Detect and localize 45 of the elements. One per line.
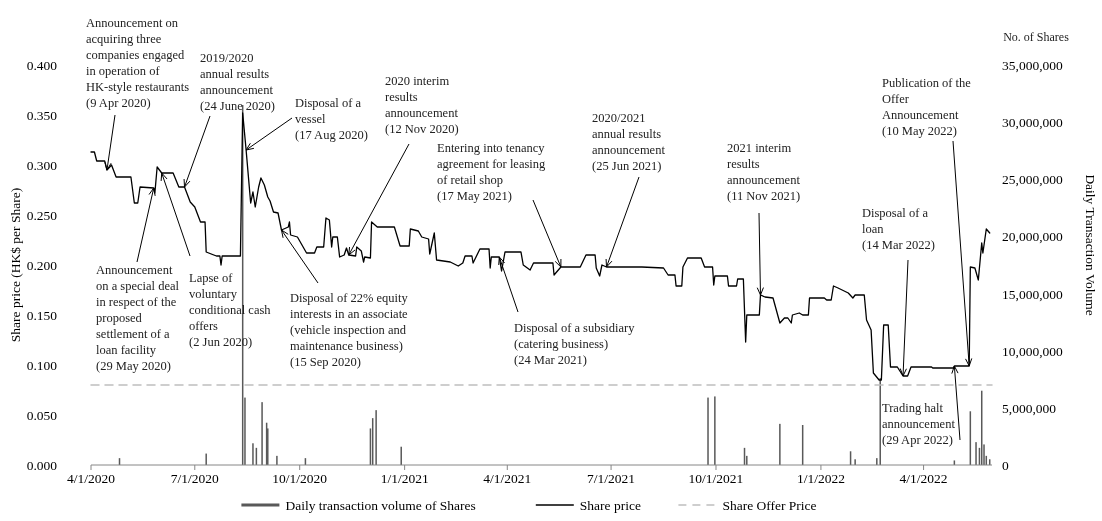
annotation: Announcement on acquiring three companies engaged in operation of HK-style restaurants (9 Apr 2020) xyxy=(86,16,190,110)
annotation: 2020/2021 annual results announcement (25 Jun 2021) xyxy=(592,111,666,173)
y-tick-label: 0.300 xyxy=(26,158,58,173)
x-tick-label: 10/1/2021 xyxy=(688,471,744,486)
y-tick-label: 0.250 xyxy=(26,208,58,223)
annotation: Entering into tenancy agreement for leasing of retail shop (17 May 2021) xyxy=(437,141,547,203)
annotation: Disposal of a loan (14 Mar 2022) xyxy=(862,206,935,252)
annotation: Publication of the Offer Announcement (10 May 2022) xyxy=(882,76,972,138)
legend-label: Share price xyxy=(579,498,641,513)
y2-axis-title: Daily Transaction Volume xyxy=(1083,174,1098,316)
x-tick-label: 7/1/2021 xyxy=(587,471,636,486)
y2-tick-label: 5,000,000 xyxy=(1002,400,1057,416)
legend-label: Daily transaction volume of Shares xyxy=(285,498,476,513)
y2-tick-label: 20,000,000 xyxy=(1002,229,1063,245)
x-tick-label: 4/1/2022 xyxy=(899,471,948,486)
annotation: Disposal of a vessel (17 Aug 2020) xyxy=(295,96,368,142)
x-tick-label: 1/1/2022 xyxy=(796,471,845,486)
annotation: 2020 interim results announcement (12 Nov 2020) xyxy=(385,74,459,136)
x-tick-label: 10/1/2020 xyxy=(272,471,328,486)
y2-tick-label: 15,000,000 xyxy=(1002,286,1063,302)
x-tick-label: 4/1/2020 xyxy=(66,471,116,486)
y2-tick-label: 25,000,000 xyxy=(1002,172,1063,188)
y-tick-label: 0.150 xyxy=(26,308,58,323)
annotation: Trading halt announcement (29 Apr 2022) xyxy=(882,401,956,447)
y2-tick-label: 10,000,000 xyxy=(1002,343,1063,359)
y2-tick-label: 35,000,000 xyxy=(1002,58,1063,73)
annotation: 2019/2020 annual results announcement (24 June 2020) xyxy=(200,51,275,113)
y-axis-title: Share price (HK$ per Share) xyxy=(8,187,23,343)
text: No. of Shares xyxy=(1003,30,1070,44)
y-tick-label: 0.200 xyxy=(26,258,58,273)
x-tick-label: 7/1/2020 xyxy=(170,471,220,486)
legend-label: Share Offer Price xyxy=(722,498,817,513)
y2-tick-label: 0 xyxy=(1002,458,1009,473)
y-tick-label: 0.350 xyxy=(26,108,58,123)
y-tick-label: 0.400 xyxy=(26,58,58,73)
y-tick-label: 0.100 xyxy=(26,358,58,373)
annotation: Disposal of 22% equity interests in an associate (vehicle inspection and maintenance business) (15 Sep 2020) xyxy=(290,291,409,369)
y-tick-label: 0.050 xyxy=(26,408,58,423)
annotation: Disposal of a subsidiary (catering business) (24 Mar 2021) xyxy=(514,321,636,367)
x-tick-label: 4/1/2021 xyxy=(483,471,532,486)
y-tick-label: 0.000 xyxy=(26,458,58,473)
annotation: Announcement on a special deal in respect of the proposed settlement of a loan facility (29 May 2020) xyxy=(96,263,180,373)
y2-tick-label: 30,000,000 xyxy=(1002,115,1063,131)
annotation: 2021 interim results announcement (11 Nov 2021) xyxy=(727,141,801,203)
x-tick-label: 1/1/2021 xyxy=(380,471,429,486)
